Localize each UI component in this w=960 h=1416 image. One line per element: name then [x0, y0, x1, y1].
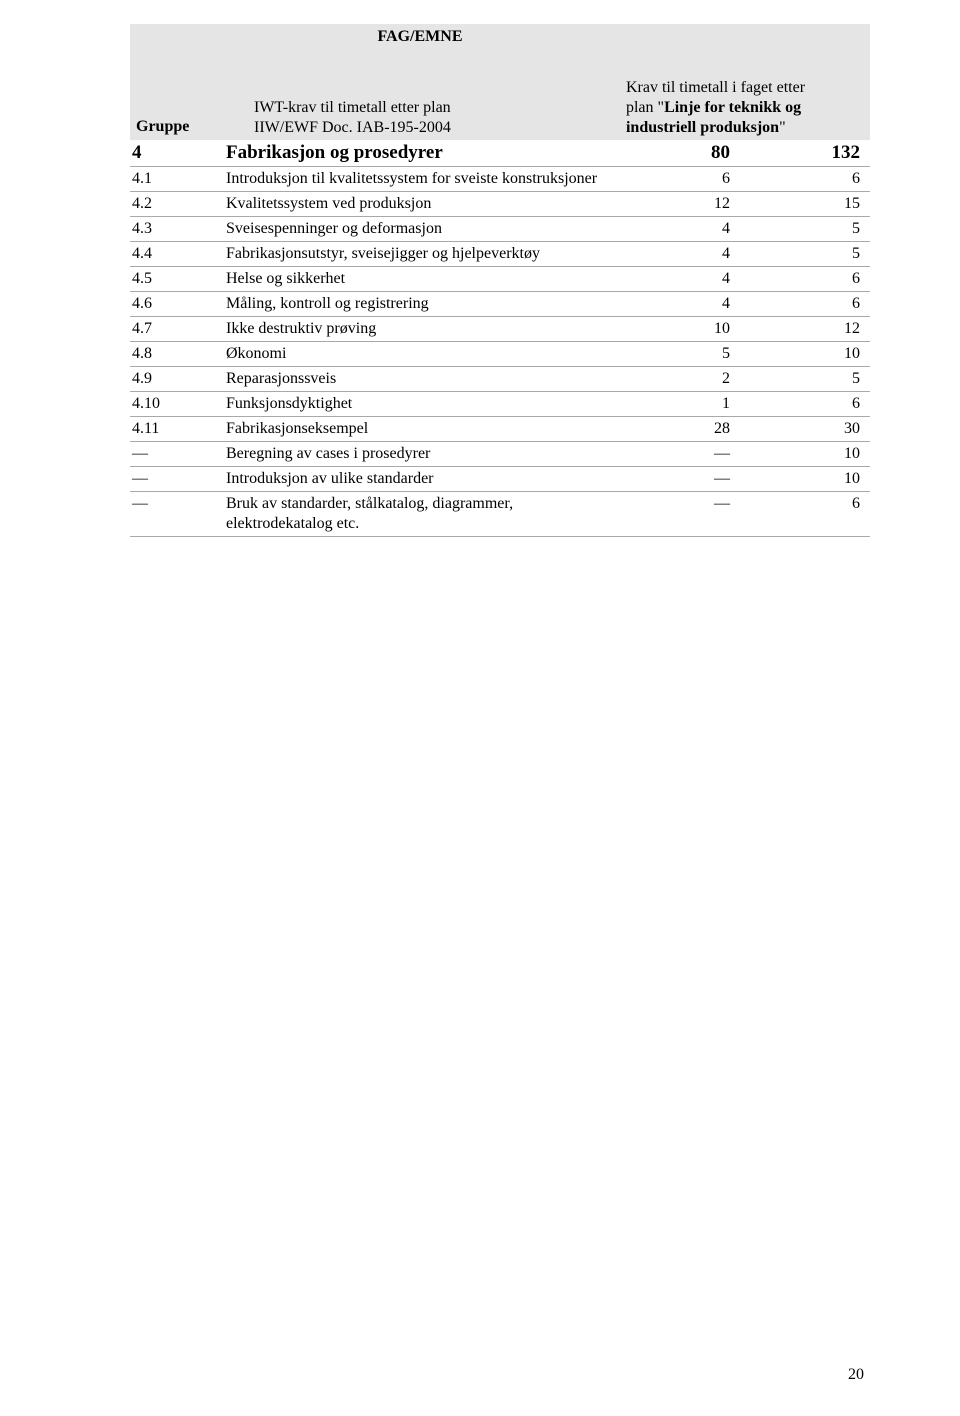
row-idx: — — [130, 442, 220, 467]
row-n1: 4 — [620, 267, 740, 292]
row-idx: 4.5 — [130, 267, 220, 292]
header-fag-emne: FAG/EMNE — [226, 26, 614, 56]
section-idx: 4 — [130, 140, 220, 167]
header-left-line1: IWT-krav til timetall etter plan — [254, 98, 614, 118]
header-fag-cell: FAG/EMNE IWT-krav til timetall etter pla… — [220, 24, 620, 140]
row-n2: 10 — [740, 442, 870, 467]
row-n1: 2 — [620, 367, 740, 392]
row-topic: Bruk av standarder, stålkatalog, diagram… — [220, 492, 620, 537]
table-header-row: Gruppe FAG/EMNE IWT-krav til timetall et… — [130, 24, 870, 140]
row-topic: Fabrikasjonsutstyr, sveisejigger og hjel… — [220, 242, 620, 267]
row-n2: 6 — [740, 167, 870, 192]
row-idx: 4.6 — [130, 292, 220, 317]
section-title: Fabrikasjon og prosedyrer — [220, 140, 620, 167]
section-n2: 132 — [740, 140, 870, 167]
table-row: 4.4Fabrikasjonsutstyr, sveisejigger og h… — [130, 242, 870, 267]
row-n2: 10 — [740, 342, 870, 367]
row-idx: 4.2 — [130, 192, 220, 217]
table-row: 4.7Ikke destruktiv prøving1012 — [130, 317, 870, 342]
row-n1: — — [620, 467, 740, 492]
table-row: 4.3Sveisespenninger og deformasjon45 — [130, 217, 870, 242]
row-topic: Måling, kontroll og registrering — [220, 292, 620, 317]
row-n1: 6 — [620, 167, 740, 192]
row-idx: 4.9 — [130, 367, 220, 392]
row-n1: — — [620, 442, 740, 467]
table-row: 4.10Funksjonsdyktighet16 — [130, 392, 870, 417]
row-topic: Kvalitetssystem ved produksjon — [220, 192, 620, 217]
header-right-line2a: plan " — [626, 99, 664, 116]
row-n1: 12 — [620, 192, 740, 217]
header-right-line3-text: industriell produksjon — [626, 119, 779, 136]
row-idx: 4.8 — [130, 342, 220, 367]
header-right-line2b: Linje for teknikk og — [664, 99, 801, 116]
row-topic: Beregning av cases i prosedyrer — [220, 442, 620, 467]
row-n2: 5 — [740, 367, 870, 392]
row-n2: 12 — [740, 317, 870, 342]
row-n2: 5 — [740, 242, 870, 267]
row-topic: Sveisespenninger og deformasjon — [220, 217, 620, 242]
header-right-cell: Krav til timetall i faget etter plan "Li… — [620, 24, 870, 140]
row-n1: 28 — [620, 417, 740, 442]
header-left-line2: IIW/EWF Doc. IAB-195-2004 — [254, 118, 614, 138]
table-row: —Bruk av standarder, stålkatalog, diagra… — [130, 492, 870, 537]
table-row: 4.8Økonomi510 — [130, 342, 870, 367]
row-topic: Funksjonsdyktighet — [220, 392, 620, 417]
row-idx: 4.10 — [130, 392, 220, 417]
header-gruppe-label: Gruppe — [136, 118, 214, 136]
row-idx: 4.1 — [130, 167, 220, 192]
table-row: 4.2Kvalitetssystem ved produksjon1215 — [130, 192, 870, 217]
row-topic: Reparasjonssveis — [220, 367, 620, 392]
row-topic: Helse og sikkerhet — [220, 267, 620, 292]
row-n1: 4 — [620, 292, 740, 317]
row-idx: 4.7 — [130, 317, 220, 342]
row-idx: 4.11 — [130, 417, 220, 442]
row-n2: 30 — [740, 417, 870, 442]
row-idx: — — [130, 467, 220, 492]
row-topic: Introduksjon til kvalitetssystem for sve… — [220, 167, 620, 192]
row-n2: 5 — [740, 217, 870, 242]
header-right-line2: plan "Linje for teknikk og — [626, 98, 864, 118]
page-number: 20 — [848, 1366, 864, 1384]
table-row: 4.1Introduksjon til kvalitetssystem for … — [130, 167, 870, 192]
row-n1: 1 — [620, 392, 740, 417]
header-right-line1: Krav til timetall i faget etter — [626, 78, 864, 98]
row-n1: 4 — [620, 217, 740, 242]
row-n2: 6 — [740, 267, 870, 292]
row-n1: — — [620, 492, 740, 537]
header-right-line3: industriell produksjon" — [626, 118, 864, 138]
header-right-quote-end: " — [779, 119, 786, 136]
page: Gruppe FAG/EMNE IWT-krav til timetall et… — [0, 0, 960, 1416]
table-body: 4.1Introduksjon til kvalitetssystem for … — [130, 167, 870, 537]
table-row: 4.6Måling, kontroll og registrering46 — [130, 292, 870, 317]
row-n2: 6 — [740, 392, 870, 417]
row-n1: 5 — [620, 342, 740, 367]
row-topic: Ikke destruktiv prøving — [220, 317, 620, 342]
row-n1: 10 — [620, 317, 740, 342]
table-row: 4.11Fabrikasjonseksempel2830 — [130, 417, 870, 442]
row-idx: — — [130, 492, 220, 537]
row-n1: 4 — [620, 242, 740, 267]
row-n2: 6 — [740, 492, 870, 537]
row-n2: 10 — [740, 467, 870, 492]
section-row: 4 Fabrikasjon og prosedyrer 80 132 — [130, 140, 870, 167]
row-topic: Økonomi — [220, 342, 620, 367]
table-row: —Beregning av cases i prosedyrer—10 — [130, 442, 870, 467]
table-row: —Introduksjon av ulike standarder—10 — [130, 467, 870, 492]
row-n2: 6 — [740, 292, 870, 317]
table-row: 4.9Reparasjonssveis25 — [130, 367, 870, 392]
header-gruppe-cell: Gruppe — [130, 24, 220, 140]
row-topic: Fabrikasjonseksempel — [220, 417, 620, 442]
table-row: 4.5Helse og sikkerhet46 — [130, 267, 870, 292]
row-idx: 4.4 — [130, 242, 220, 267]
row-idx: 4.3 — [130, 217, 220, 242]
section-n1: 80 — [620, 140, 740, 167]
row-topic: Introduksjon av ulike standarder — [220, 467, 620, 492]
curriculum-table: Gruppe FAG/EMNE IWT-krav til timetall et… — [130, 24, 870, 537]
row-n2: 15 — [740, 192, 870, 217]
